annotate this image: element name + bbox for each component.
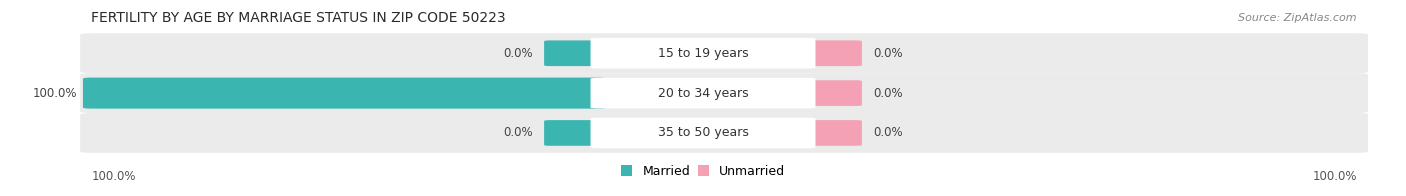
Text: 0.0%: 0.0% <box>873 126 903 139</box>
Text: 0.0%: 0.0% <box>873 87 903 100</box>
Text: 0.0%: 0.0% <box>503 126 533 139</box>
Text: FERTILITY BY AGE BY MARRIAGE STATUS IN ZIP CODE 50223: FERTILITY BY AGE BY MARRIAGE STATUS IN Z… <box>91 11 506 25</box>
FancyBboxPatch shape <box>80 33 1368 73</box>
FancyBboxPatch shape <box>80 73 1368 113</box>
Legend: Married, Unmarried: Married, Unmarried <box>621 165 785 178</box>
Text: 0.0%: 0.0% <box>503 47 533 60</box>
FancyBboxPatch shape <box>808 80 862 106</box>
FancyBboxPatch shape <box>544 120 598 146</box>
Text: 20 to 34 years: 20 to 34 years <box>658 87 748 100</box>
Text: 100.0%: 100.0% <box>91 170 136 183</box>
Text: Source: ZipAtlas.com: Source: ZipAtlas.com <box>1239 13 1357 23</box>
Text: 100.0%: 100.0% <box>32 87 77 100</box>
FancyBboxPatch shape <box>591 38 815 69</box>
FancyBboxPatch shape <box>808 120 862 146</box>
FancyBboxPatch shape <box>808 40 862 66</box>
FancyBboxPatch shape <box>544 80 598 106</box>
Text: 15 to 19 years: 15 to 19 years <box>658 47 748 60</box>
Text: 100.0%: 100.0% <box>1312 170 1357 183</box>
Text: 0.0%: 0.0% <box>873 47 903 60</box>
FancyBboxPatch shape <box>80 113 1368 153</box>
FancyBboxPatch shape <box>591 78 815 108</box>
FancyBboxPatch shape <box>544 40 598 66</box>
FancyBboxPatch shape <box>83 78 606 109</box>
FancyBboxPatch shape <box>591 118 815 148</box>
Text: 35 to 50 years: 35 to 50 years <box>658 126 748 139</box>
